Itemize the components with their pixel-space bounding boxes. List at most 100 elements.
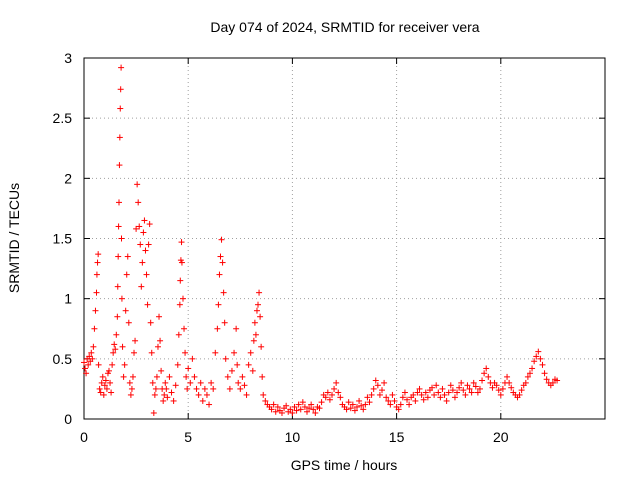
- data-point: [201, 385, 208, 392]
- data-point: [397, 401, 404, 408]
- data-point: [318, 399, 325, 406]
- data-point: [206, 401, 213, 408]
- data-point: [83, 370, 90, 377]
- y-axis-title: SRMTID / TECUs: [6, 183, 22, 293]
- data-point: [429, 384, 436, 391]
- data-point: [181, 325, 188, 332]
- data-point: [199, 397, 206, 404]
- data-point: [358, 402, 365, 409]
- data-point: [170, 397, 177, 404]
- data-point: [539, 361, 546, 368]
- x-tick-label: 20: [493, 429, 509, 445]
- data-point: [250, 337, 257, 344]
- data-point: [195, 391, 202, 398]
- data-point: [312, 409, 319, 416]
- data-point: [82, 365, 89, 372]
- data-point: [293, 407, 300, 414]
- data-point: [95, 251, 102, 258]
- data-point: [90, 343, 97, 350]
- data-point: [424, 394, 431, 401]
- data-point: [203, 391, 210, 398]
- data-point: [81, 359, 87, 366]
- data-points: [81, 64, 561, 416]
- data-point: [135, 199, 142, 206]
- data-point: [102, 377, 109, 384]
- data-point: [157, 337, 164, 344]
- data-point: [410, 391, 417, 398]
- data-point: [115, 253, 122, 260]
- data-point: [208, 379, 215, 386]
- data-point: [301, 403, 308, 410]
- data-point: [97, 389, 104, 396]
- data-point: [141, 217, 148, 224]
- data-point: [161, 391, 168, 398]
- data-point: [385, 397, 392, 404]
- data-point: [85, 361, 92, 368]
- data-point: [116, 162, 123, 169]
- data-point: [132, 337, 139, 344]
- data-point: [89, 355, 96, 362]
- y-tick-label: 0.5: [53, 351, 73, 367]
- data-point: [466, 385, 473, 392]
- x-tick-label: 0: [80, 429, 88, 445]
- data-point: [237, 385, 244, 392]
- data-point: [258, 343, 265, 350]
- data-point: [451, 394, 458, 401]
- data-point: [162, 379, 169, 386]
- data-point: [216, 271, 223, 278]
- data-point: [389, 391, 396, 398]
- data-point: [326, 396, 333, 403]
- data-point: [462, 391, 469, 398]
- data-point: [347, 405, 354, 412]
- data-point: [118, 295, 125, 302]
- data-point: [98, 379, 105, 386]
- data-point: [107, 379, 114, 386]
- data-point: [142, 247, 149, 254]
- data-point: [121, 361, 128, 368]
- data-point: [437, 394, 444, 401]
- data-point: [529, 365, 536, 372]
- data-point: [295, 401, 302, 408]
- data-point: [184, 385, 191, 392]
- y-tick-label: 2.5: [53, 110, 73, 126]
- y-tick-label: 1: [64, 291, 72, 307]
- data-point: [86, 353, 93, 360]
- data-point: [127, 391, 134, 398]
- data-point: [441, 391, 448, 398]
- data-point: [117, 86, 124, 93]
- data-point: [95, 361, 102, 368]
- data-point: [303, 408, 310, 415]
- data-point: [94, 259, 101, 266]
- data-point: [109, 361, 116, 368]
- data-point: [148, 349, 155, 356]
- data-point: [322, 394, 329, 401]
- data-point: [404, 396, 411, 403]
- data-point: [364, 394, 371, 401]
- data-point: [447, 382, 454, 389]
- data-point: [174, 361, 181, 368]
- data-point: [270, 401, 277, 408]
- data-point: [268, 406, 275, 413]
- data-point: [119, 343, 126, 350]
- data-point: [125, 319, 132, 326]
- data-point: [156, 313, 163, 320]
- data-point: [163, 385, 170, 392]
- data-point: [260, 391, 267, 398]
- data-point: [178, 239, 185, 246]
- data-point: [543, 376, 550, 383]
- data-point: [416, 385, 423, 392]
- data-point: [214, 325, 221, 332]
- data-point: [101, 382, 108, 389]
- data-point: [518, 387, 525, 394]
- data-point: [124, 253, 131, 260]
- data-point: [479, 377, 486, 384]
- data-point: [435, 389, 442, 396]
- data-point: [351, 407, 358, 414]
- data-point: [218, 236, 225, 243]
- data-point: [310, 406, 317, 413]
- data-point: [335, 389, 342, 396]
- data-point: [522, 379, 529, 386]
- data-point: [231, 349, 238, 356]
- data-point: [117, 105, 124, 112]
